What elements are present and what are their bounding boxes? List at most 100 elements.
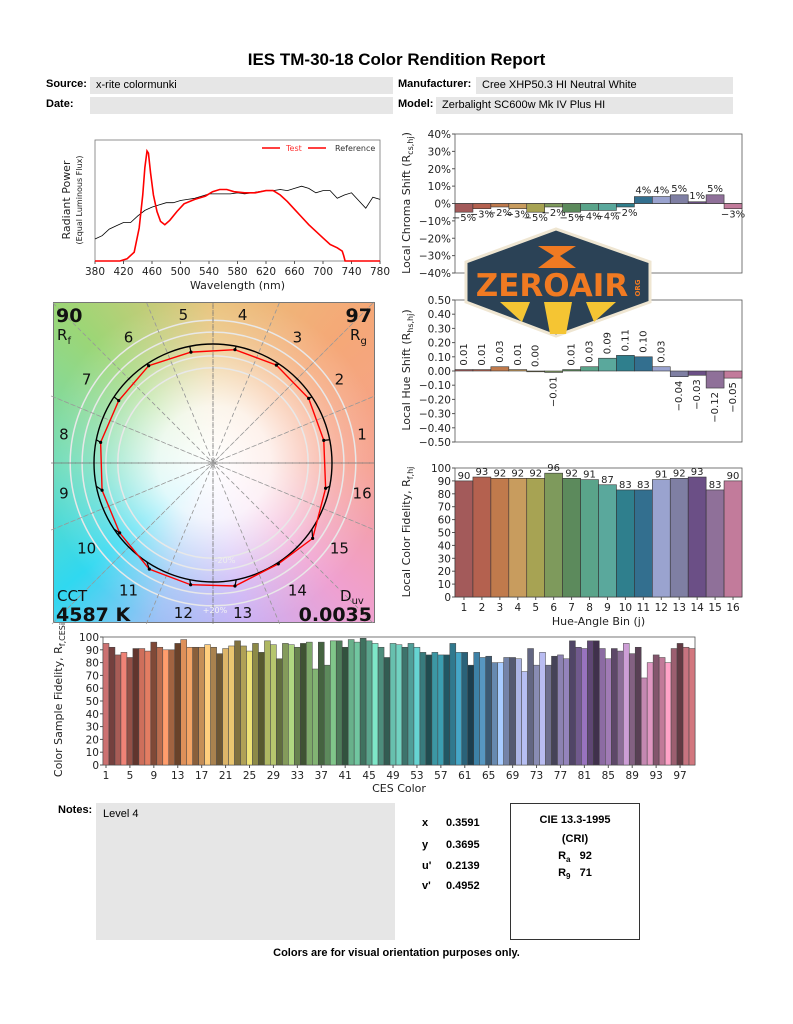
- series-line-test: [95, 148, 380, 262]
- y-axis-label-subscript: hs,hj: [406, 314, 415, 333]
- ra-label: R: [558, 850, 567, 862]
- ces-bar: [473, 652, 480, 766]
- logo-symbol-icon: [538, 246, 576, 268]
- ces-bar: [371, 643, 379, 766]
- duv-label-sub: uv: [352, 596, 364, 607]
- bin-number-label: 11: [119, 581, 138, 599]
- hue-bar-label: 0.00: [531, 345, 542, 367]
- hue-bar: [598, 357, 617, 372]
- hue-bar-label: 0.01: [567, 343, 578, 365]
- chroma-bar-label: −3%: [506, 210, 530, 221]
- ces-bar: [605, 658, 612, 766]
- ces-bar: [270, 644, 277, 766]
- ces-bar: [467, 664, 474, 766]
- x-tick-label: 13: [171, 770, 184, 782]
- ces-bar: [401, 646, 409, 766]
- hue-bar-label: 0.01: [477, 343, 488, 365]
- arrow-head-icon: [307, 396, 311, 401]
- hue-bar: [580, 366, 599, 372]
- hue-bar-label: −0.03: [692, 379, 703, 410]
- ces-bar: [168, 649, 176, 766]
- ces-bar: [611, 648, 618, 766]
- y-axis-label: Color Sample Fidelity, Rf,CESi: [52, 623, 67, 777]
- fidelity-bar: [454, 480, 474, 598]
- cri-ra: Ra 92: [511, 850, 639, 864]
- y-tick-label: 30: [438, 553, 451, 565]
- ces-bar: [234, 640, 241, 766]
- y-axis-label-subscript: f,hj: [406, 467, 415, 480]
- ces-bar: [252, 643, 259, 766]
- ces-bar: [359, 638, 367, 766]
- x-tick-label: 25: [243, 770, 256, 782]
- ces-bar: [575, 646, 582, 766]
- ces-bar: [162, 649, 170, 766]
- ces-bar: [682, 646, 690, 766]
- fidelity-bar-label: 90: [458, 471, 471, 482]
- ces-bar: [509, 657, 516, 766]
- x-tick-label: 73: [530, 770, 543, 782]
- ces-bar: [210, 646, 217, 766]
- x-tick-label: 13: [673, 602, 686, 614]
- ces-bar: [563, 658, 570, 766]
- notes-label: Notes:: [58, 804, 93, 816]
- y-axis-label: Local Hue Shift (Rhs,hj): [400, 309, 415, 430]
- arrow-head-icon: [189, 583, 193, 587]
- arrow-head-icon: [233, 584, 237, 588]
- local-fidelity-chart: 1009080706050403020100901932923924925966…: [400, 463, 743, 628]
- ces-bar: [539, 652, 546, 766]
- hue-bar: [669, 370, 689, 377]
- ces-bar: [228, 645, 235, 766]
- hue-bar-label: −0.05: [728, 382, 739, 413]
- y-tick-label: 70: [438, 502, 451, 514]
- y-axis-label-end: ): [400, 132, 413, 136]
- fidelity-bar-label: 83: [619, 480, 632, 491]
- ces-bar: [240, 645, 247, 766]
- ces-bar: [628, 653, 636, 766]
- ces-bar: [377, 646, 385, 766]
- y-tick-label: −0.40: [419, 423, 451, 435]
- source-field: x-rite colormunki: [90, 77, 393, 94]
- y-axis-label-subscript: cs,hj: [406, 136, 415, 154]
- arrow-head-icon: [274, 363, 278, 367]
- bin-number-label: 5: [179, 306, 189, 324]
- y-tick-label: 60: [438, 515, 451, 527]
- ces-bar: [461, 652, 469, 766]
- y-tick-label: −0.30: [419, 409, 451, 421]
- y-tick-label: 90: [86, 645, 99, 657]
- y-tick-label: 90: [438, 476, 451, 488]
- x-tick-label: 33: [291, 770, 304, 782]
- fidelity-bar: [544, 472, 563, 598]
- x-tick-label: 53: [410, 770, 423, 782]
- ces-bar: [324, 664, 331, 766]
- x-tick-label: 93: [649, 770, 662, 782]
- arrow-head-icon: [311, 536, 315, 540]
- bin-divider-line: [52, 396, 374, 530]
- bin-number-label: 16: [353, 485, 372, 503]
- hue-bar: [562, 369, 581, 372]
- x-tick-label: 57: [434, 770, 447, 782]
- hue-bar-label: 0.10: [638, 331, 649, 353]
- x-tick-label: 540: [199, 266, 219, 278]
- fidelity-bar: [562, 478, 581, 598]
- fidelity-bar: [616, 489, 635, 598]
- hue-bar: [454, 369, 474, 372]
- y-tick-label: −0.20: [419, 394, 451, 406]
- y-tick-label: 100: [79, 632, 99, 644]
- fidelity-bar: [580, 479, 599, 598]
- y-tick-label: −30%: [419, 251, 451, 263]
- x-tick-label: 29: [267, 770, 280, 782]
- fidelity-bar-label: 92: [493, 468, 506, 479]
- hue-bar-label: 0.03: [656, 340, 667, 362]
- rf-value: 90: [56, 305, 82, 327]
- bin-number-label: 15: [330, 539, 349, 557]
- y-tick-label: −40%: [419, 268, 451, 280]
- ces-bar: [634, 646, 642, 766]
- y-tick-label: 20: [438, 566, 451, 578]
- x-tick-label: 1: [461, 602, 468, 614]
- x-tick-label: 1: [103, 770, 110, 782]
- ces-bar: [503, 657, 510, 766]
- x-tick-label: 9: [604, 602, 611, 614]
- spectrum-chart: 380 420 460 500 540 580 620 660 700 740 780 Test Ref…: [60, 139, 390, 292]
- chroma-bar: [652, 196, 671, 204]
